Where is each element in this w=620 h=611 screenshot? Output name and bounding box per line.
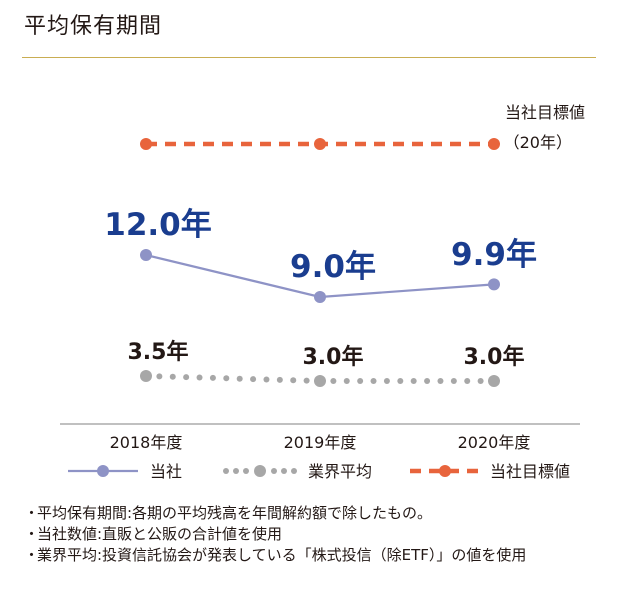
industry-dot (410, 378, 417, 384)
target-point (140, 138, 152, 150)
industry-point (140, 370, 152, 382)
legend-industry-dot (233, 468, 239, 474)
industry-dot (209, 374, 216, 381)
industry-dot (343, 378, 350, 384)
footnote-item: ・業界平均:投資信託協会が発表している「株式投信（除ETF）」の値を使用 (22, 545, 602, 566)
industry-dot (330, 378, 337, 384)
industry-dot (477, 378, 484, 384)
industry-point (488, 375, 500, 387)
footnote-text: 平均保有期間:各期の平均残高を年間解約額で除したもの。 (37, 504, 433, 522)
industry-data-label: 3.0年 (464, 344, 525, 370)
target-annotation-label: 当社目標値 (505, 103, 585, 122)
footnote-bullet: ・ (24, 504, 40, 522)
footnote-item: ・当社数値:直販と公販の合計値を使用 (22, 524, 602, 545)
title-divider (22, 57, 596, 58)
legend-industry-label: 業界平均 (308, 462, 372, 481)
legend-industry-dot (281, 468, 287, 474)
industry-dot (303, 377, 310, 384)
industry-dot (183, 374, 190, 381)
footnote-bullet: ・ (24, 525, 40, 543)
legend-industry-dot (243, 468, 249, 474)
industry-dot (357, 378, 364, 384)
data-labels: 12.0年 9.0年 9.9年 3.5年 3.0年 3.0年 (104, 207, 537, 370)
footnote-bullet: ・ (24, 546, 40, 564)
legend-target-marker (439, 465, 451, 477)
footnote-text: 当社数値:直販と公販の合計値を使用 (37, 525, 283, 543)
industry-point (314, 375, 326, 387)
industry-dot (250, 376, 257, 383)
legend: 当社 業界平均 当社目標値 (68, 462, 570, 481)
legend-company-label: 当社 (150, 462, 182, 481)
industry-dot (464, 378, 471, 384)
industry-dot (263, 376, 270, 383)
industry-dot (397, 378, 404, 384)
company-point (314, 291, 326, 303)
legend-industry-dot (223, 468, 229, 474)
target-annotation: 当社目標値 （20年） (504, 103, 585, 152)
company-data-label: 9.0年 (290, 249, 376, 285)
legend-industry-dot (271, 468, 277, 474)
series-target (140, 138, 500, 150)
industry-dot (450, 378, 457, 384)
company-data-label: 9.9年 (451, 237, 537, 273)
series-company (140, 249, 500, 303)
company-point (140, 249, 152, 261)
industry-dot (276, 376, 283, 383)
industry-dot (223, 375, 230, 382)
industry-dot (437, 378, 444, 384)
industry-dot (156, 373, 163, 380)
holding-period-chart: 12.0年9.0年 9.9年3.5年 3.0年 3.0年 2018年度 2019年度 20… (60, 103, 585, 481)
target-point (314, 138, 326, 150)
industry-dot (169, 373, 176, 380)
industry-dot (370, 378, 377, 384)
target-point (488, 138, 500, 150)
x-tick-label: 2019年度 (284, 433, 357, 452)
footnote-item: ・平均保有期間:各期の平均残高を年間解約額で除したもの。 (22, 503, 602, 524)
x-tick-label: 2018年度 (110, 433, 183, 452)
industry-dot (424, 378, 431, 384)
legend-company-marker (97, 465, 109, 477)
legend-target-label: 当社目標値 (490, 462, 570, 481)
x-tick-label: 2020年度 (458, 433, 531, 452)
legend-industry-dot (291, 468, 297, 474)
industry-dot (236, 375, 243, 382)
series-industry (140, 370, 500, 387)
footnotes: ・平均保有期間:各期の平均残高を年間解約額で除したもの。・当社数値:直販と公販の… (22, 503, 602, 566)
industry-data-label: 3.0年 (303, 344, 364, 370)
legend-industry-marker (254, 465, 266, 477)
industry-dot (383, 378, 390, 384)
target-annotation-value: （20年） (504, 133, 572, 152)
industry-dot (196, 374, 203, 381)
footnote-text: 業界平均:投資信託協会が発表している「株式投信（除ETF）」の値を使用 (37, 546, 527, 564)
industry-dot (290, 377, 297, 384)
x-axis-tick-labels: 2018年度 2019年度 2020年度 (110, 433, 531, 452)
company-point (488, 278, 500, 291)
industry-data-label: 3.5年 (128, 339, 189, 365)
company-data-label: 12.0年 (104, 207, 212, 243)
page-title: 平均保有期間 (24, 14, 163, 39)
